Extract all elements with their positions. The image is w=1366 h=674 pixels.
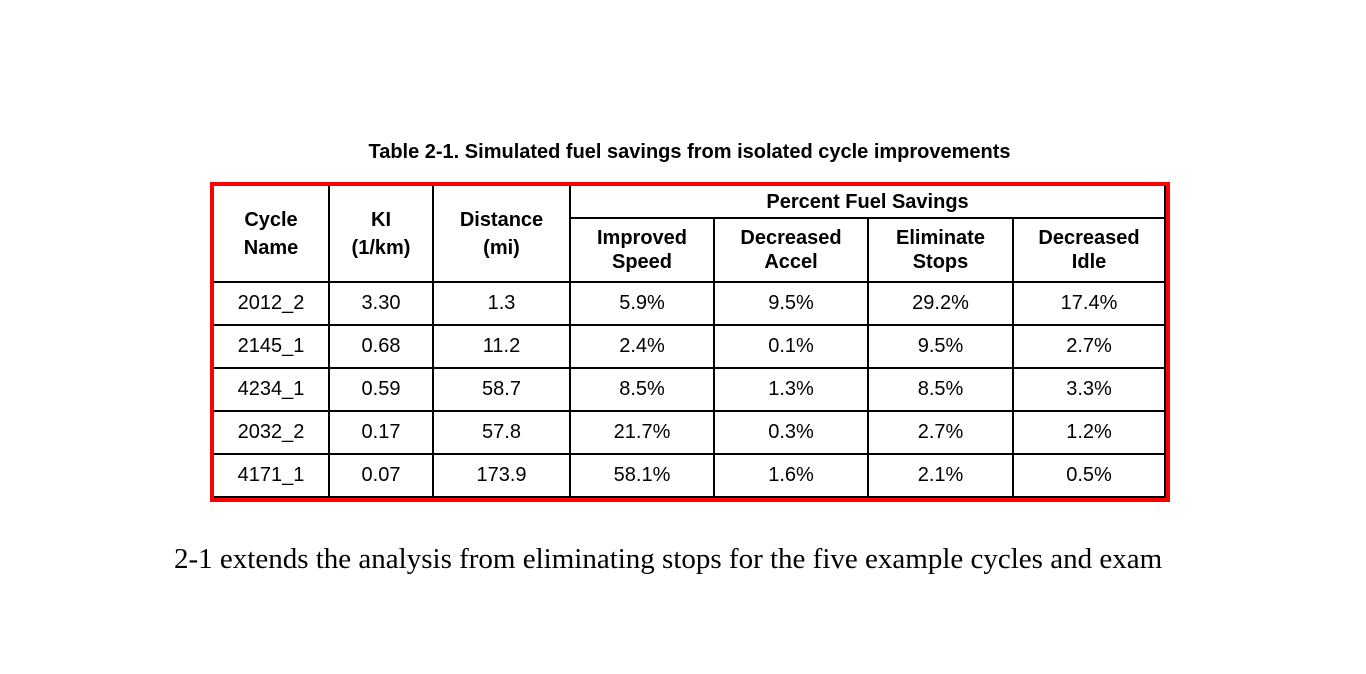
cell-ki: 3.30 — [328, 281, 434, 326]
cell-decreased-idle: 0.5% — [1011, 453, 1167, 498]
fuel-savings-table: Cycle Name KI (1/km) Distance (mi) Perce… — [214, 186, 1167, 498]
cell-distance: 1.3 — [432, 281, 571, 326]
cell-cycle-name: 2032_2 — [214, 410, 330, 455]
cell-decreased-accel: 0.3% — [713, 410, 869, 455]
table-row: 4234_1 0.59 58.7 8.5% 1.3% 8.5% 3.3% — [214, 367, 1167, 412]
header-row-group: Cycle Name KI (1/km) Distance (mi) Perce… — [214, 186, 1167, 283]
cell-improved-speed: 21.7% — [569, 410, 715, 455]
cell-distance: 11.2 — [432, 324, 571, 369]
cell-improved-speed: 58.1% — [569, 453, 715, 498]
table-row: 2032_2 0.17 57.8 21.7% 0.3% 2.7% 1.2% — [214, 410, 1167, 455]
cell-eliminate-stops: 2.1% — [867, 453, 1014, 498]
cell-decreased-accel: 1.3% — [713, 367, 869, 412]
cell-decreased-accel: 1.6% — [713, 453, 869, 498]
cell-eliminate-stops: 2.7% — [867, 410, 1014, 455]
col-header-ki: KI (1/km) — [328, 186, 434, 283]
col-header-improved-speed: Improved Speed — [570, 217, 715, 283]
cell-eliminate-stops: 9.5% — [867, 324, 1014, 369]
col-header-decreased-idle: Decreased Idle — [1011, 217, 1167, 283]
cell-improved-speed: 5.9% — [569, 281, 715, 326]
table-row: 2145_1 0.68 11.2 2.4% 0.1% 9.5% 2.7% — [214, 324, 1167, 369]
cell-ki: 0.17 — [328, 410, 434, 455]
cell-cycle-name: 4234_1 — [214, 367, 330, 412]
cell-improved-speed: 2.4% — [569, 324, 715, 369]
cell-distance: 58.7 — [432, 367, 571, 412]
group-header-percent-fuel-savings: Percent Fuel Savings — [568, 186, 1167, 219]
cell-ki: 0.07 — [328, 453, 434, 498]
cell-decreased-idle: 1.2% — [1011, 410, 1167, 455]
cell-decreased-idle: 17.4% — [1011, 281, 1167, 326]
col-header-distance: Distance (mi) — [432, 186, 571, 283]
body-paragraph: 2-1 extends the analysis from eliminatin… — [174, 543, 1163, 575]
cell-decreased-idle: 2.7% — [1011, 324, 1167, 369]
cell-cycle-name: 2012_2 — [214, 281, 330, 326]
cell-decreased-accel: 0.1% — [713, 324, 869, 369]
cell-eliminate-stops: 29.2% — [867, 281, 1014, 326]
cell-ki: 0.68 — [328, 324, 434, 369]
cell-distance: 173.9 — [432, 453, 571, 498]
table-row: 2012_2 3.30 1.3 5.9% 9.5% 29.2% 17.4% — [214, 281, 1167, 326]
cell-decreased-accel: 9.5% — [713, 281, 869, 326]
header-row-sub: Improved Speed Decreased Accel Eliminate… — [214, 217, 1167, 283]
cell-distance: 57.8 — [432, 410, 571, 455]
cell-ki: 0.59 — [328, 367, 434, 412]
table-red-frame: Cycle Name KI (1/km) Distance (mi) Perce… — [210, 182, 1171, 502]
cell-eliminate-stops: 8.5% — [867, 367, 1014, 412]
col-header-cycle-name: Cycle Name — [214, 186, 330, 283]
cell-improved-speed: 8.5% — [569, 367, 715, 412]
col-header-eliminate-stops: Eliminate Stops — [867, 217, 1014, 283]
table-row: 4171_1 0.07 173.9 58.1% 1.6% 2.1% 0.5% — [214, 453, 1167, 498]
cell-cycle-name: 4171_1 — [214, 453, 330, 498]
cell-cycle-name: 2145_1 — [214, 324, 330, 369]
table-caption: Table 2-1. Simulated fuel savings from i… — [368, 141, 1011, 163]
col-header-decreased-accel: Decreased Accel — [713, 217, 869, 283]
cell-decreased-idle: 3.3% — [1011, 367, 1167, 412]
